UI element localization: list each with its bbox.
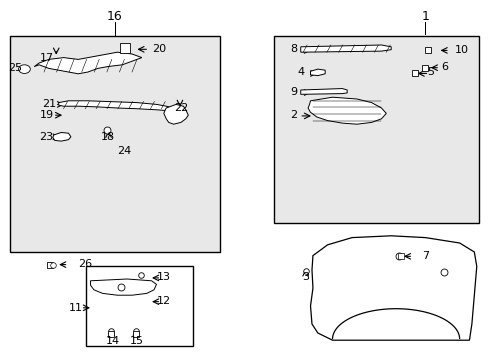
Text: 18: 18 bbox=[101, 132, 114, 142]
FancyBboxPatch shape bbox=[273, 36, 478, 223]
Text: 9: 9 bbox=[289, 87, 296, 97]
Text: 5: 5 bbox=[426, 67, 433, 77]
Text: 2: 2 bbox=[289, 110, 296, 120]
Text: 12: 12 bbox=[157, 296, 170, 306]
Text: 16: 16 bbox=[107, 10, 122, 23]
Text: 13: 13 bbox=[157, 272, 170, 282]
Polygon shape bbox=[34, 52, 142, 74]
Polygon shape bbox=[59, 101, 176, 111]
Text: 7: 7 bbox=[421, 251, 428, 261]
Text: 17: 17 bbox=[40, 53, 53, 63]
Text: 8: 8 bbox=[289, 44, 296, 54]
Text: 22: 22 bbox=[173, 103, 188, 113]
Text: 15: 15 bbox=[130, 336, 143, 346]
Text: 1: 1 bbox=[421, 10, 428, 23]
Text: 21: 21 bbox=[42, 99, 56, 109]
Text: 4: 4 bbox=[297, 67, 304, 77]
Text: 20: 20 bbox=[152, 44, 165, 54]
Text: 24: 24 bbox=[117, 146, 132, 156]
Text: 6: 6 bbox=[441, 62, 447, 72]
FancyBboxPatch shape bbox=[85, 266, 193, 346]
Text: 23: 23 bbox=[40, 132, 53, 142]
Text: 3: 3 bbox=[302, 272, 308, 282]
FancyBboxPatch shape bbox=[10, 36, 220, 252]
Text: 10: 10 bbox=[454, 45, 468, 55]
Text: 11: 11 bbox=[69, 303, 82, 313]
Polygon shape bbox=[310, 69, 325, 76]
Polygon shape bbox=[53, 132, 71, 141]
Polygon shape bbox=[90, 279, 156, 295]
Polygon shape bbox=[310, 236, 476, 340]
Polygon shape bbox=[307, 97, 386, 124]
Polygon shape bbox=[300, 89, 346, 94]
Polygon shape bbox=[163, 104, 188, 124]
Circle shape bbox=[19, 65, 30, 73]
Polygon shape bbox=[300, 45, 390, 52]
Text: 25: 25 bbox=[9, 63, 22, 73]
Text: 26: 26 bbox=[79, 258, 92, 269]
Text: 14: 14 bbox=[105, 336, 119, 346]
Text: 19: 19 bbox=[40, 110, 53, 120]
